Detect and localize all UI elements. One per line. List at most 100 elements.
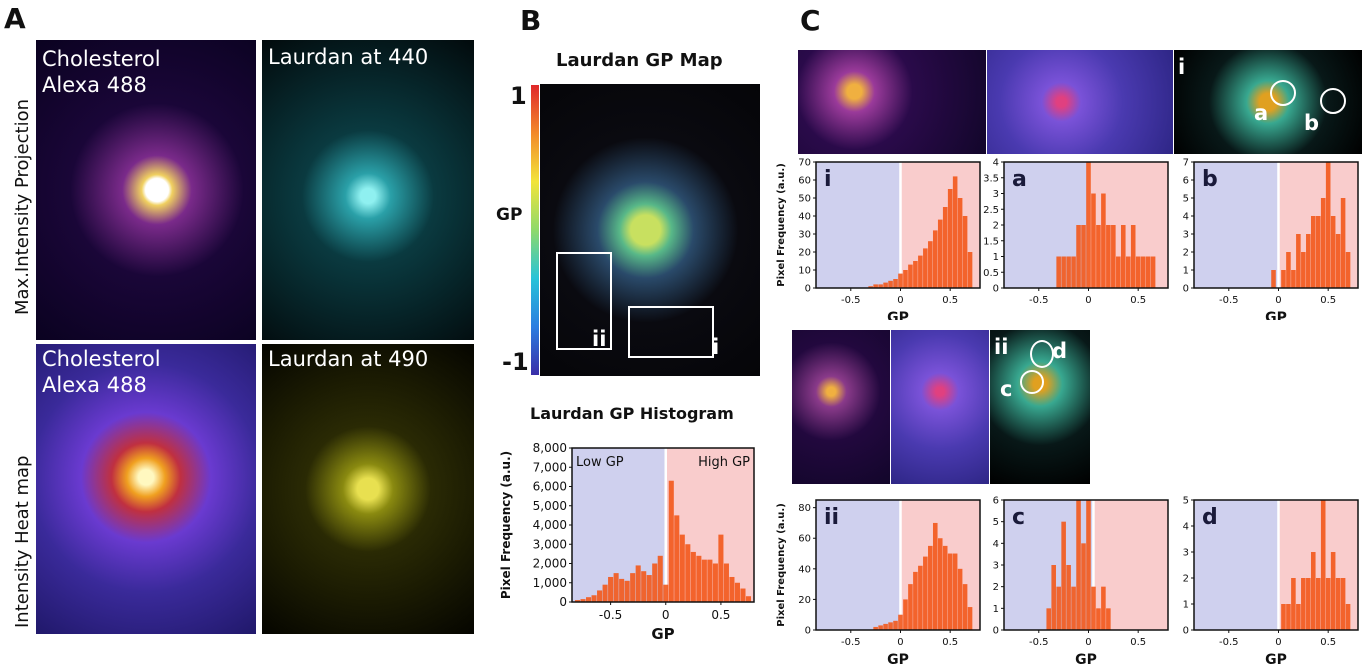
y-tick-label: 4,000 — [533, 518, 567, 532]
histogram-spot-d: 0 1 2 3 4 5 -0.5 0 0.5 GP d — [1183, 496, 1359, 666]
x-tick-label: -0.5 — [841, 637, 861, 648]
histogram-bar — [1325, 578, 1331, 630]
histogram-bar — [1306, 578, 1311, 630]
histogram-bar — [957, 568, 963, 630]
x-tick-label: 0 — [1085, 637, 1091, 648]
x-axis-label: GP — [1075, 652, 1097, 666]
y-tick-label: 0.5 — [983, 268, 999, 279]
y-tick-label: 1.5 — [983, 236, 999, 247]
histogram-bar — [893, 620, 898, 630]
histogram-bar — [908, 264, 913, 288]
y-tick-label: 3,000 — [533, 537, 567, 551]
histogram-bar — [1286, 604, 1291, 630]
roi-ii-label: ii — [994, 335, 1009, 359]
histogram-bar — [1301, 578, 1306, 630]
histogram-bar — [898, 273, 903, 288]
histogram-bar — [635, 565, 641, 602]
histogram-inner-label: c — [1012, 505, 1025, 530]
low-gp-label: Low GP — [576, 455, 624, 470]
histogram-bar — [580, 599, 586, 602]
y-tick-label: 1,000 — [533, 576, 567, 590]
histogram-bar — [1320, 198, 1326, 288]
histogram-bar — [1091, 586, 1096, 630]
spot-b-circle — [1320, 88, 1346, 114]
x-tick-label: 0 — [1275, 637, 1281, 648]
histogram-bar — [942, 545, 948, 630]
y-tick-label: 2 — [993, 221, 999, 232]
x-axis-label: GP — [1265, 652, 1287, 666]
histogram-bar — [873, 626, 878, 630]
histogram-roi-ii: 0 20 40 60 80 -0.5 0 0.5 GP Pixel Frequency (a.u.… — [776, 499, 981, 666]
y-tick-label: 0 — [993, 626, 999, 637]
histogram-bar — [947, 189, 953, 288]
low-gp-region — [816, 500, 901, 630]
low-gp-region — [1194, 500, 1279, 630]
histogram-bar — [1111, 225, 1116, 288]
histogram-bar — [591, 595, 597, 602]
x-tick-label: -0.5 — [841, 295, 861, 306]
gp-map-image: ii i — [540, 84, 760, 376]
y-tick-label: 1 — [1183, 600, 1189, 611]
histogram-inner-label: b — [1202, 167, 1218, 192]
histogram-bar — [918, 565, 923, 630]
spot-c-label: c — [1000, 377, 1013, 401]
x-tick-label: 0.5 — [942, 637, 958, 648]
colorbar-top-label: 1 — [510, 82, 527, 110]
histogram-bar — [957, 198, 963, 288]
y-tick-label: 2,000 — [533, 557, 567, 571]
histogram-bar — [1116, 256, 1121, 288]
histogram-bar — [928, 545, 933, 630]
histogram-bar — [1056, 586, 1061, 630]
histogram-bar — [952, 553, 958, 630]
panel-letter-b: B — [520, 4, 542, 37]
histogram-bar — [883, 282, 888, 288]
gp-map-title: Laurdan GP Map — [556, 50, 723, 71]
panel-letter-a: A — [4, 2, 26, 35]
histogram-bar — [1086, 162, 1091, 288]
y-tick-label: 50 — [798, 194, 811, 205]
histogram-bar — [878, 284, 883, 288]
histogram-bar — [888, 622, 893, 630]
histogram-bar — [937, 219, 943, 288]
x-tick-label: 0.5 — [942, 295, 958, 306]
spot-d-circle — [1030, 340, 1054, 368]
y-tick-label: 3 — [1183, 230, 1189, 241]
histogram-bar — [1335, 234, 1341, 288]
roi-ii-heat-image — [891, 330, 989, 484]
x-tick-label: 0 — [897, 637, 903, 648]
high-gp-label: High GP — [698, 455, 750, 470]
spot-a-circle — [1270, 80, 1296, 106]
x-tick-label: -0.5 — [599, 608, 622, 622]
histogram-inner-label: i — [824, 167, 832, 192]
spot-c-circle — [1020, 370, 1044, 394]
y-tick-label: 4 — [993, 539, 999, 550]
histogram-bar — [908, 584, 913, 630]
histogram-bar — [1140, 256, 1146, 288]
histogram-bar — [1056, 256, 1061, 288]
y-tick-label: 2 — [1183, 574, 1189, 585]
histogram-bar — [1150, 256, 1156, 288]
gp-histogram: 0 1,000 2,000 3,000 4,000 5,000 6,000 7,000 8,00… — [499, 441, 755, 643]
histogram-bar — [685, 544, 691, 602]
histogram-bar — [1130, 225, 1136, 288]
histogram-bar — [903, 270, 908, 288]
histogram-bar — [646, 575, 652, 602]
y-tick-label: 7 — [1183, 158, 1189, 169]
histogram-bar — [1061, 256, 1066, 288]
roi-ii-label: ii — [592, 327, 607, 351]
laurdan-440-image: Laurdan at 440 — [262, 40, 474, 340]
y-tick-label: 1 — [1183, 266, 1189, 277]
histogram-roi-i: 0 10 20 30 40 50 60 70 -0.5 0 0.5 GP Pixel Frequency… — [776, 158, 981, 320]
histogram-bar — [1315, 216, 1321, 288]
histogram-bar — [657, 555, 663, 602]
histogram-bar — [613, 573, 619, 602]
histogram-bar — [918, 255, 923, 288]
low-gp-region — [816, 162, 901, 288]
row-label-max-projection: Max.Intensity Projection — [12, 98, 33, 315]
histogram-bar — [967, 607, 973, 630]
histogram-bar — [1335, 578, 1341, 630]
histogram-bar — [1096, 225, 1101, 288]
x-tick-label: 0 — [662, 608, 670, 622]
histogram-bar — [928, 241, 933, 288]
roi-i-heat-image — [987, 50, 1173, 154]
